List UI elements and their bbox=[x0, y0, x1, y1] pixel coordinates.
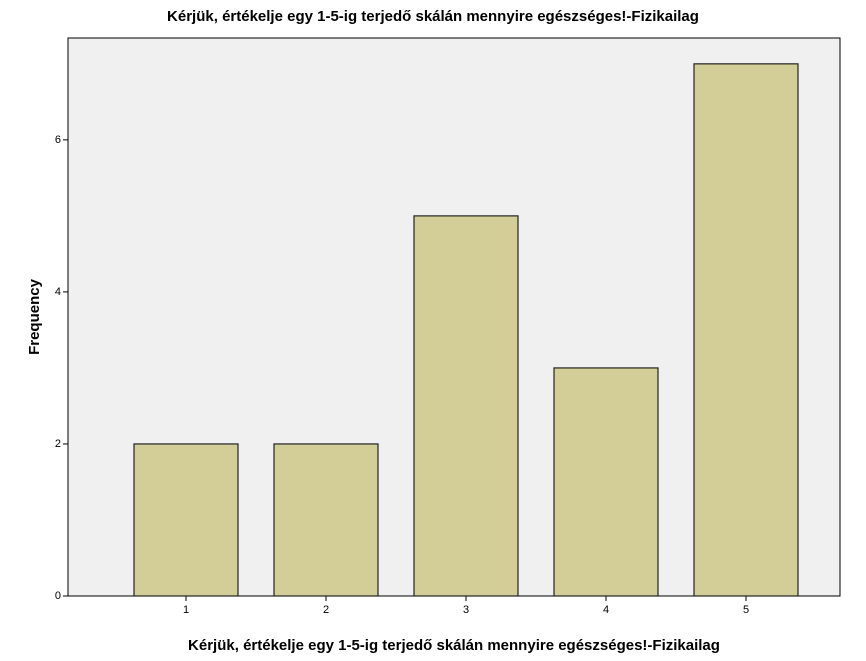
x-tick-label: 2 bbox=[323, 604, 329, 616]
bar bbox=[413, 215, 519, 597]
x-tick-label: 3 bbox=[463, 604, 469, 616]
bar bbox=[553, 367, 659, 597]
x-tick-label: 5 bbox=[743, 604, 749, 616]
y-tick-label: 4 bbox=[55, 286, 61, 298]
x-tick-label: 4 bbox=[603, 604, 609, 616]
y-axis-label: Frequency bbox=[26, 278, 43, 355]
bar bbox=[273, 443, 379, 597]
bar bbox=[133, 443, 239, 597]
x-axis-label: Kérjük, értékelje egy 1-5-ig terjedő ská… bbox=[188, 637, 720, 654]
chart-title: Kérjük, értékelje egy 1-5-ig terjedő ská… bbox=[167, 8, 699, 25]
x-tick-label: 1 bbox=[183, 604, 189, 616]
y-tick-label: 6 bbox=[55, 134, 61, 146]
bar bbox=[693, 63, 799, 597]
y-tick-label: 0 bbox=[55, 590, 61, 602]
y-tick-label: 2 bbox=[55, 438, 61, 450]
